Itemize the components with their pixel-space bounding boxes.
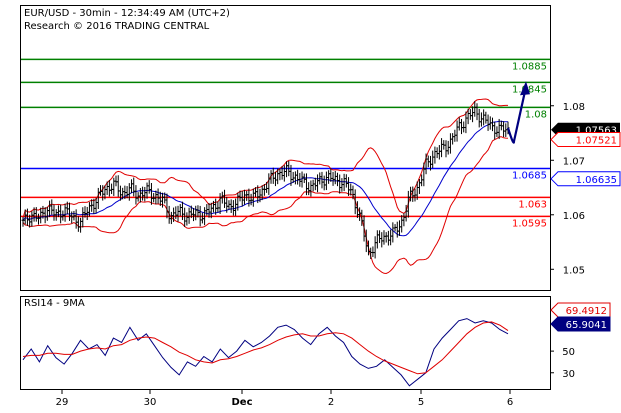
rsi-tag-label-0: 69.4912 [566,306,607,317]
rsi-lines [22,318,509,387]
rsi-title: RSI14 - 9MA [24,298,85,309]
price-panel-frame [20,5,551,291]
price-tag-1 [550,132,621,148]
price-tick-label-2: 1.06 [563,211,585,222]
rsi-tag-0 [550,302,611,318]
price-candles [21,101,510,260]
time-tick-label-2: Dec [231,397,252,408]
bollinger-lower-line [22,136,509,275]
bollinger-upper-line [22,98,508,219]
level-label-2: 1.08 [525,109,547,120]
price-tag-label-2: 1.06635 [576,175,617,186]
rsi-y-axis: 50 30 69.4912 65.9041 [550,302,611,380]
time-x-axis: 29 30 Dec 2 5 6 [56,389,513,408]
forecast-arrow-shaft [506,90,527,144]
level-label-5: 1.0595 [512,218,547,229]
price-tag-2 [550,171,621,187]
price-tick-label-1: 1.07 [563,156,585,167]
forecast-arrow [506,81,530,144]
price-y-axis: 1.08 1.07 1.06 1.05 [550,102,585,276]
ma-line [22,120,508,237]
price-tick-label-0: 1.08 [563,102,585,113]
rsi-tag-label-1: 65.9041 [566,320,607,331]
rsi-series-0 [22,318,509,387]
rsi-panel-frame [20,296,551,390]
rsi-series-1 [22,321,509,375]
rsi-tick-label-1: 30 [562,369,575,380]
time-tick-label-1: 30 [144,397,157,408]
time-tick-label-5: 6 [507,397,513,408]
level-label-1: 1.0845 [512,84,547,95]
price-tick-label-3: 1.05 [563,265,585,276]
forecast-arrow-head [520,81,530,96]
bollinger-bands [22,98,509,275]
level-lines: 1.0885 1.0845 1.08 1.0685 1.063 1.0595 [21,58,550,229]
time-tick-label-3: 2 [328,397,334,408]
price-tag-label-0: 1.07563 [576,126,617,137]
rsi-tag-1 [550,316,611,332]
moving-average [22,120,508,237]
rsi-tick-label-0: 50 [562,347,575,358]
time-tick-label-0: 29 [56,397,69,408]
time-tick-label-4: 5 [418,397,424,408]
price-tag-label-1: 1.07521 [576,136,617,147]
chart-copyright: Research © 2016 TRADING CENTRAL [24,21,210,32]
chart-title: EUR/USD - 30min - 12:34:49 AM (UTC+2) [24,8,230,19]
level-label-4: 1.063 [518,199,547,210]
level-label-3: 1.0685 [512,170,547,181]
level-label-0: 1.0885 [512,61,547,72]
